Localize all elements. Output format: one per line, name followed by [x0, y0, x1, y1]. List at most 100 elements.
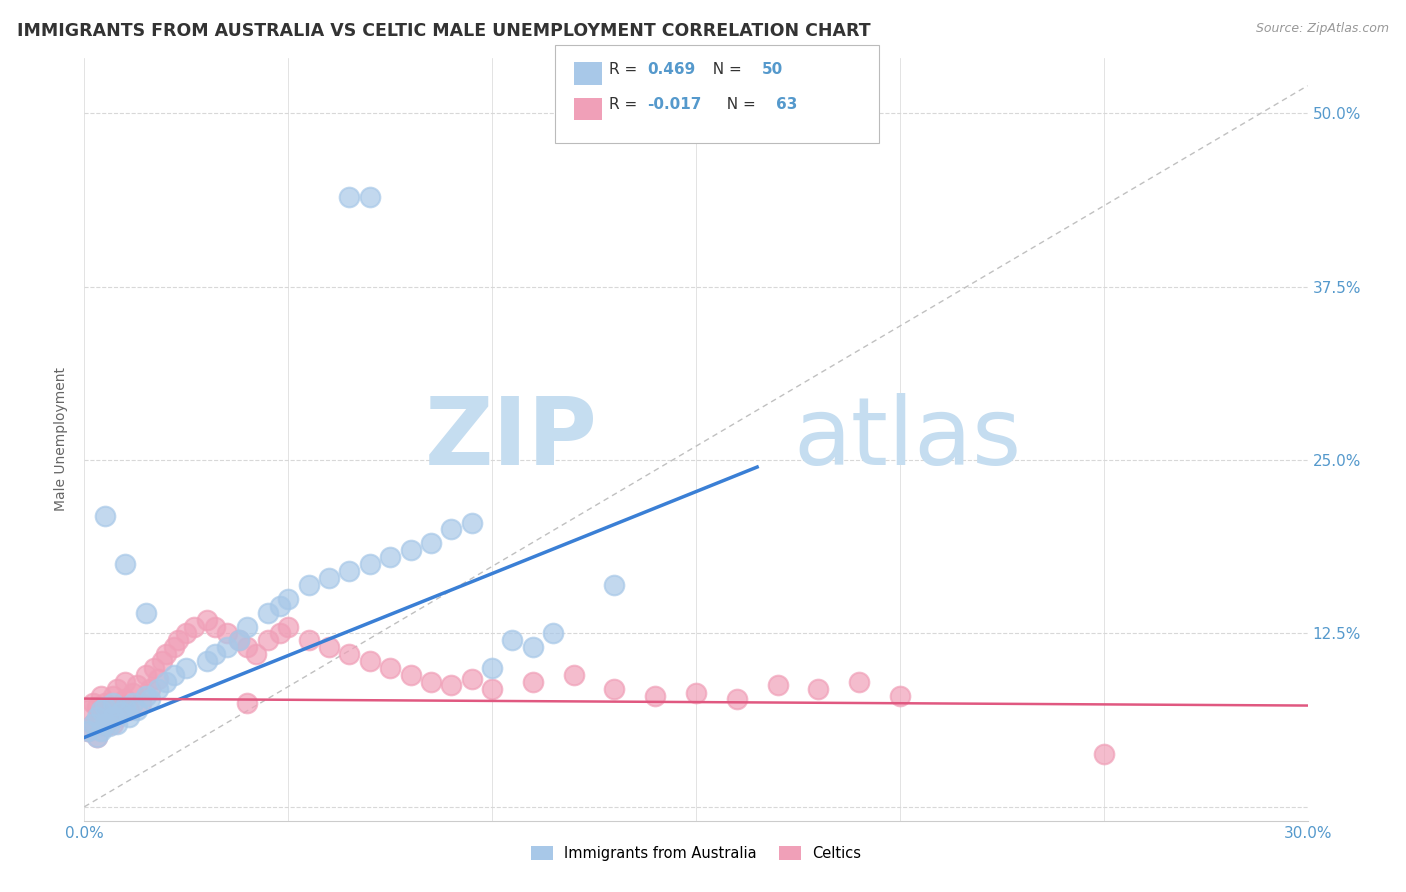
Point [359, 654, 381, 668]
Point [77, 703, 100, 717]
Text: R =: R = [609, 62, 643, 77]
Text: atlas: atlas [794, 393, 1022, 485]
Point [359, 557, 381, 571]
Point [135, 606, 157, 620]
Point [217, 640, 239, 655]
Point [93, 719, 115, 733]
Text: IMMIGRANTS FROM AUSTRALIA VS CELTIC MALE UNEMPLOYMENT CORRELATION CHART: IMMIGRANTS FROM AUSTRALIA VS CELTIC MALE… [17, 22, 870, 40]
Point [101, 716, 124, 731]
Point [167, 633, 190, 648]
Point [318, 571, 340, 585]
Text: ZIP: ZIP [425, 393, 598, 485]
Point [217, 626, 239, 640]
Point [77, 723, 100, 738]
Point [543, 626, 565, 640]
Point [97, 719, 120, 733]
Point [135, 689, 157, 703]
Point [1092, 747, 1115, 761]
Point [298, 578, 321, 592]
Point [114, 557, 136, 571]
Point [522, 640, 544, 655]
Point [183, 619, 205, 633]
Point [135, 668, 157, 682]
Point [725, 691, 748, 706]
Point [127, 678, 149, 692]
Point [562, 668, 585, 682]
Point [420, 536, 443, 550]
Point [146, 672, 169, 686]
Point [82, 716, 104, 731]
Point [90, 723, 112, 738]
Point [150, 654, 173, 668]
Point [105, 716, 128, 731]
Point [236, 619, 259, 633]
Point [90, 689, 112, 703]
Point [603, 578, 626, 592]
Point [118, 703, 141, 717]
Point [644, 689, 666, 703]
Point [105, 681, 128, 696]
Point [86, 731, 108, 745]
Point [82, 716, 104, 731]
Point [807, 681, 830, 696]
Point [174, 661, 197, 675]
Point [603, 681, 626, 696]
Point [86, 700, 108, 714]
Point [269, 599, 291, 613]
Point [502, 633, 524, 648]
Point [236, 640, 259, 655]
Y-axis label: Male Unemployment: Male Unemployment [55, 368, 69, 511]
Point [461, 672, 484, 686]
Point [277, 619, 299, 633]
Point [848, 675, 870, 690]
Point [77, 723, 100, 738]
Text: 63: 63 [776, 97, 797, 112]
Point [114, 700, 136, 714]
Point [339, 189, 361, 203]
Point [359, 189, 381, 203]
Point [440, 678, 463, 692]
Point [90, 703, 112, 717]
Point [228, 633, 250, 648]
Point [257, 606, 280, 620]
Point [420, 675, 443, 690]
Point [146, 681, 169, 696]
Point [461, 516, 484, 530]
Point [204, 647, 226, 661]
Point [101, 689, 124, 703]
Point [277, 591, 299, 606]
Point [174, 626, 197, 640]
Point [399, 668, 422, 682]
Point [142, 661, 165, 675]
Point [339, 647, 361, 661]
Point [110, 700, 132, 714]
Point [380, 661, 402, 675]
Legend: Immigrants from Australia, Celtics: Immigrants from Australia, Celtics [524, 839, 868, 867]
Point [122, 686, 145, 700]
Point [245, 647, 267, 661]
Point [101, 709, 124, 723]
Point [131, 696, 153, 710]
Point [138, 681, 160, 696]
Point [269, 626, 291, 640]
Point [90, 709, 112, 723]
Point [228, 633, 250, 648]
Point [93, 508, 115, 523]
Point [257, 633, 280, 648]
Point [399, 543, 422, 558]
Point [163, 668, 186, 682]
Point [380, 550, 402, 565]
Text: N =: N = [703, 62, 747, 77]
Point [889, 689, 911, 703]
Point [101, 696, 124, 710]
Point [93, 716, 115, 731]
Point [195, 613, 218, 627]
Point [195, 654, 218, 668]
Point [114, 691, 136, 706]
Point [97, 706, 120, 720]
Point [481, 661, 503, 675]
Point [118, 709, 141, 723]
Point [127, 703, 149, 717]
Point [685, 686, 707, 700]
Text: N =: N = [717, 97, 761, 112]
